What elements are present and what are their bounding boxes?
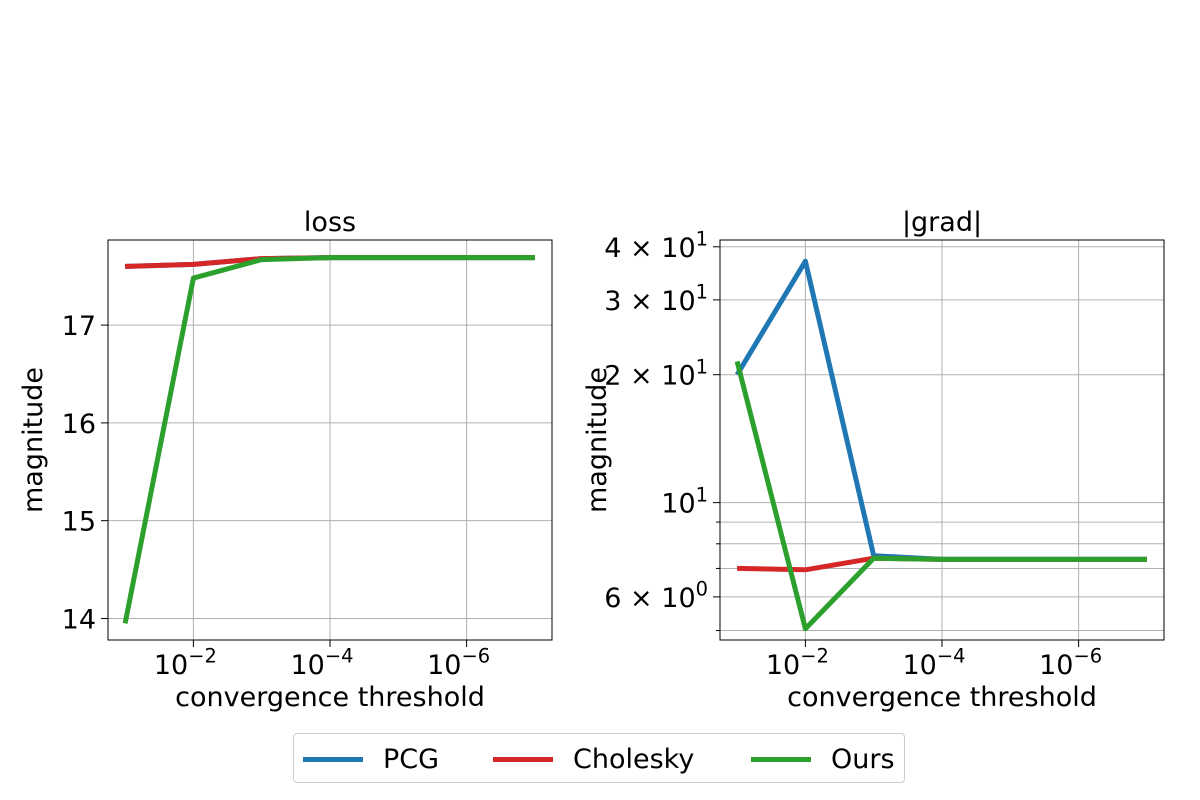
y-tick-label: 17 (62, 311, 96, 342)
legend-label-cholesky: Cholesky (573, 743, 695, 775)
y-tick-label: 101 (661, 483, 708, 519)
y-axis-label: magnitude (18, 367, 49, 513)
x-axis-label: convergence threshold (175, 682, 485, 713)
legend-label-pcg: PCG (383, 743, 440, 775)
series-line-ours (122, 255, 535, 624)
x-tick-label: 10−4 (902, 645, 965, 681)
legend-item-ours: Ours (751, 734, 895, 784)
y-tick-label: 6 × 100 (604, 578, 708, 614)
legend-swatch-ours (751, 756, 811, 762)
subplot-loss: 10−2 10−4 10−6 14 15 16 17 loss convergence thre… (18, 207, 553, 713)
x-tick-label: 10−2 (154, 645, 217, 681)
series-line-ours (734, 360, 1147, 632)
legend-label-ours: Ours (831, 743, 895, 775)
y-tick-label: 2 × 101 (604, 355, 708, 391)
x-tick-label: 10−6 (427, 645, 490, 681)
legend: PCG Cholesky Ours (293, 733, 905, 783)
subplot-title: |grad| (902, 207, 982, 238)
y-tick-label: 16 (62, 409, 96, 440)
x-tick-label: 10−4 (290, 645, 353, 681)
legend-item-cholesky: Cholesky (493, 734, 694, 784)
legend-item-pcg: PCG (303, 734, 439, 784)
y-tick-label: 15 (62, 507, 96, 538)
x-axis-label: convergence threshold (787, 682, 1097, 713)
y-axis-label: magnitude (582, 367, 613, 513)
legend-swatch-cholesky (493, 756, 553, 762)
x-tick-label: 10−6 (1039, 645, 1102, 681)
y-tick-label: 4 × 101 (604, 227, 708, 263)
legend-swatch-pcg (303, 756, 363, 762)
y-tick-label: 14 (62, 604, 96, 635)
x-tick-label: 10−2 (766, 645, 829, 681)
subplot-grad: 10−2 10−4 10−6 6 × 100 101 2 × 101 3 × 101 4 × … (582, 207, 1165, 713)
subplot-title: loss (304, 207, 356, 238)
y-tick-label: 3 × 101 (604, 281, 708, 317)
